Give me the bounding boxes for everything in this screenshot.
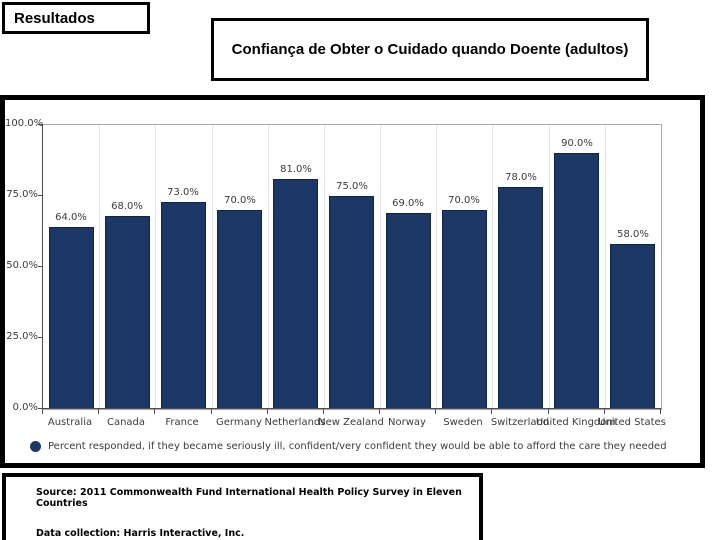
data-collection-line: Data collection: Harris Interactive, Inc… bbox=[36, 528, 245, 539]
bar-value-label: 58.0% bbox=[617, 229, 649, 240]
bar-value-label: 70.0% bbox=[224, 195, 256, 206]
source-box: Source: 2011 Commonwealth Fund Internati… bbox=[2, 473, 483, 540]
x-axis-label: France bbox=[165, 417, 199, 428]
resultados-tag: Resultados bbox=[2, 2, 150, 34]
bar-value-label: 69.0% bbox=[392, 198, 424, 209]
legend: Percent responded, if they became seriou… bbox=[30, 441, 667, 452]
x-axis-label: Netherlands bbox=[264, 417, 326, 428]
x-axis-tick bbox=[323, 409, 324, 414]
slide-title-box: Confiança de Obter o Cuidado quando Doen… bbox=[211, 18, 649, 81]
gridline bbox=[155, 125, 156, 409]
resultados-tag-label: Resultados bbox=[14, 9, 95, 27]
y-axis-tick bbox=[38, 408, 42, 409]
x-axis-tick bbox=[379, 409, 380, 414]
bar-value-label: 70.0% bbox=[448, 195, 480, 206]
bar bbox=[105, 216, 150, 409]
bar bbox=[610, 244, 655, 409]
bar bbox=[273, 179, 318, 409]
x-axis-tick bbox=[211, 409, 212, 414]
x-axis-label: Switzerland bbox=[490, 417, 550, 428]
gridline bbox=[436, 125, 437, 409]
gridline bbox=[492, 125, 493, 409]
plot-area: 64.0% 68.0% 73.0% 70.0% 81.0% 75.0% 69.0% 70.0%… bbox=[42, 124, 662, 410]
gridline bbox=[380, 125, 381, 409]
x-axis-tick bbox=[435, 409, 436, 414]
gridline bbox=[324, 125, 325, 409]
x-axis-tick bbox=[267, 409, 268, 414]
y-axis-label: 0.0% bbox=[12, 402, 38, 413]
x-axis-tick bbox=[42, 409, 43, 414]
x-axis-tick bbox=[154, 409, 155, 414]
y-axis-line bbox=[42, 124, 43, 409]
legend-label: Percent responded, if they became seriou… bbox=[48, 441, 667, 452]
slide-title: Confiança de Obter o Cuidado quando Doen… bbox=[231, 41, 629, 58]
x-axis-label: United Kingdom bbox=[535, 417, 617, 428]
legend-marker-icon bbox=[30, 441, 41, 452]
x-axis-label: United States bbox=[598, 417, 666, 428]
bar-value-label: 68.0% bbox=[111, 201, 143, 212]
gridline bbox=[605, 125, 606, 409]
bar bbox=[442, 210, 487, 409]
y-axis-tick bbox=[38, 337, 42, 338]
y-axis-label: 75.0% bbox=[6, 189, 38, 200]
x-axis-tick bbox=[548, 409, 549, 414]
bar bbox=[554, 153, 599, 409]
bar bbox=[161, 202, 206, 409]
y-axis-label: 50.0% bbox=[6, 260, 38, 271]
gridline bbox=[549, 125, 550, 409]
gridline bbox=[268, 125, 269, 409]
y-axis-tick bbox=[38, 195, 42, 196]
bar bbox=[49, 227, 94, 409]
bar-chart: 64.0% 68.0% 73.0% 70.0% 81.0% 75.0% 69.0% 70.0%… bbox=[0, 95, 705, 468]
x-axis-tick bbox=[491, 409, 492, 414]
gridline bbox=[99, 125, 100, 409]
source-line: Source: 2011 Commonwealth Fund Internati… bbox=[36, 487, 462, 509]
x-axis-label: Germany bbox=[216, 417, 262, 428]
bar bbox=[217, 210, 262, 409]
x-axis-label: New Zealand bbox=[318, 417, 384, 428]
x-axis-label: Sweden bbox=[443, 417, 483, 428]
y-axis-tick bbox=[38, 124, 42, 125]
bar-value-label: 90.0% bbox=[561, 138, 593, 149]
bar-value-label: 73.0% bbox=[167, 187, 199, 198]
bar-value-label: 78.0% bbox=[505, 172, 537, 183]
bar-value-label: 64.0% bbox=[55, 212, 87, 223]
x-axis-line bbox=[42, 408, 661, 409]
bar bbox=[386, 213, 431, 409]
y-axis-tick bbox=[38, 266, 42, 267]
x-axis-label: Australia bbox=[47, 417, 93, 428]
x-axis-label: Norway bbox=[388, 417, 426, 428]
bar bbox=[498, 187, 543, 409]
x-axis-tick bbox=[98, 409, 99, 414]
bar-value-label: 75.0% bbox=[336, 181, 368, 192]
y-axis-label: 25.0% bbox=[6, 331, 38, 342]
x-axis-tick bbox=[660, 409, 661, 414]
y-axis-label: 100.0% bbox=[5, 118, 44, 129]
x-axis-tick bbox=[604, 409, 605, 414]
gridline bbox=[212, 125, 213, 409]
x-axis-label: Canada bbox=[106, 417, 146, 428]
bar bbox=[329, 196, 374, 409]
bar-value-label: 81.0% bbox=[280, 164, 312, 175]
